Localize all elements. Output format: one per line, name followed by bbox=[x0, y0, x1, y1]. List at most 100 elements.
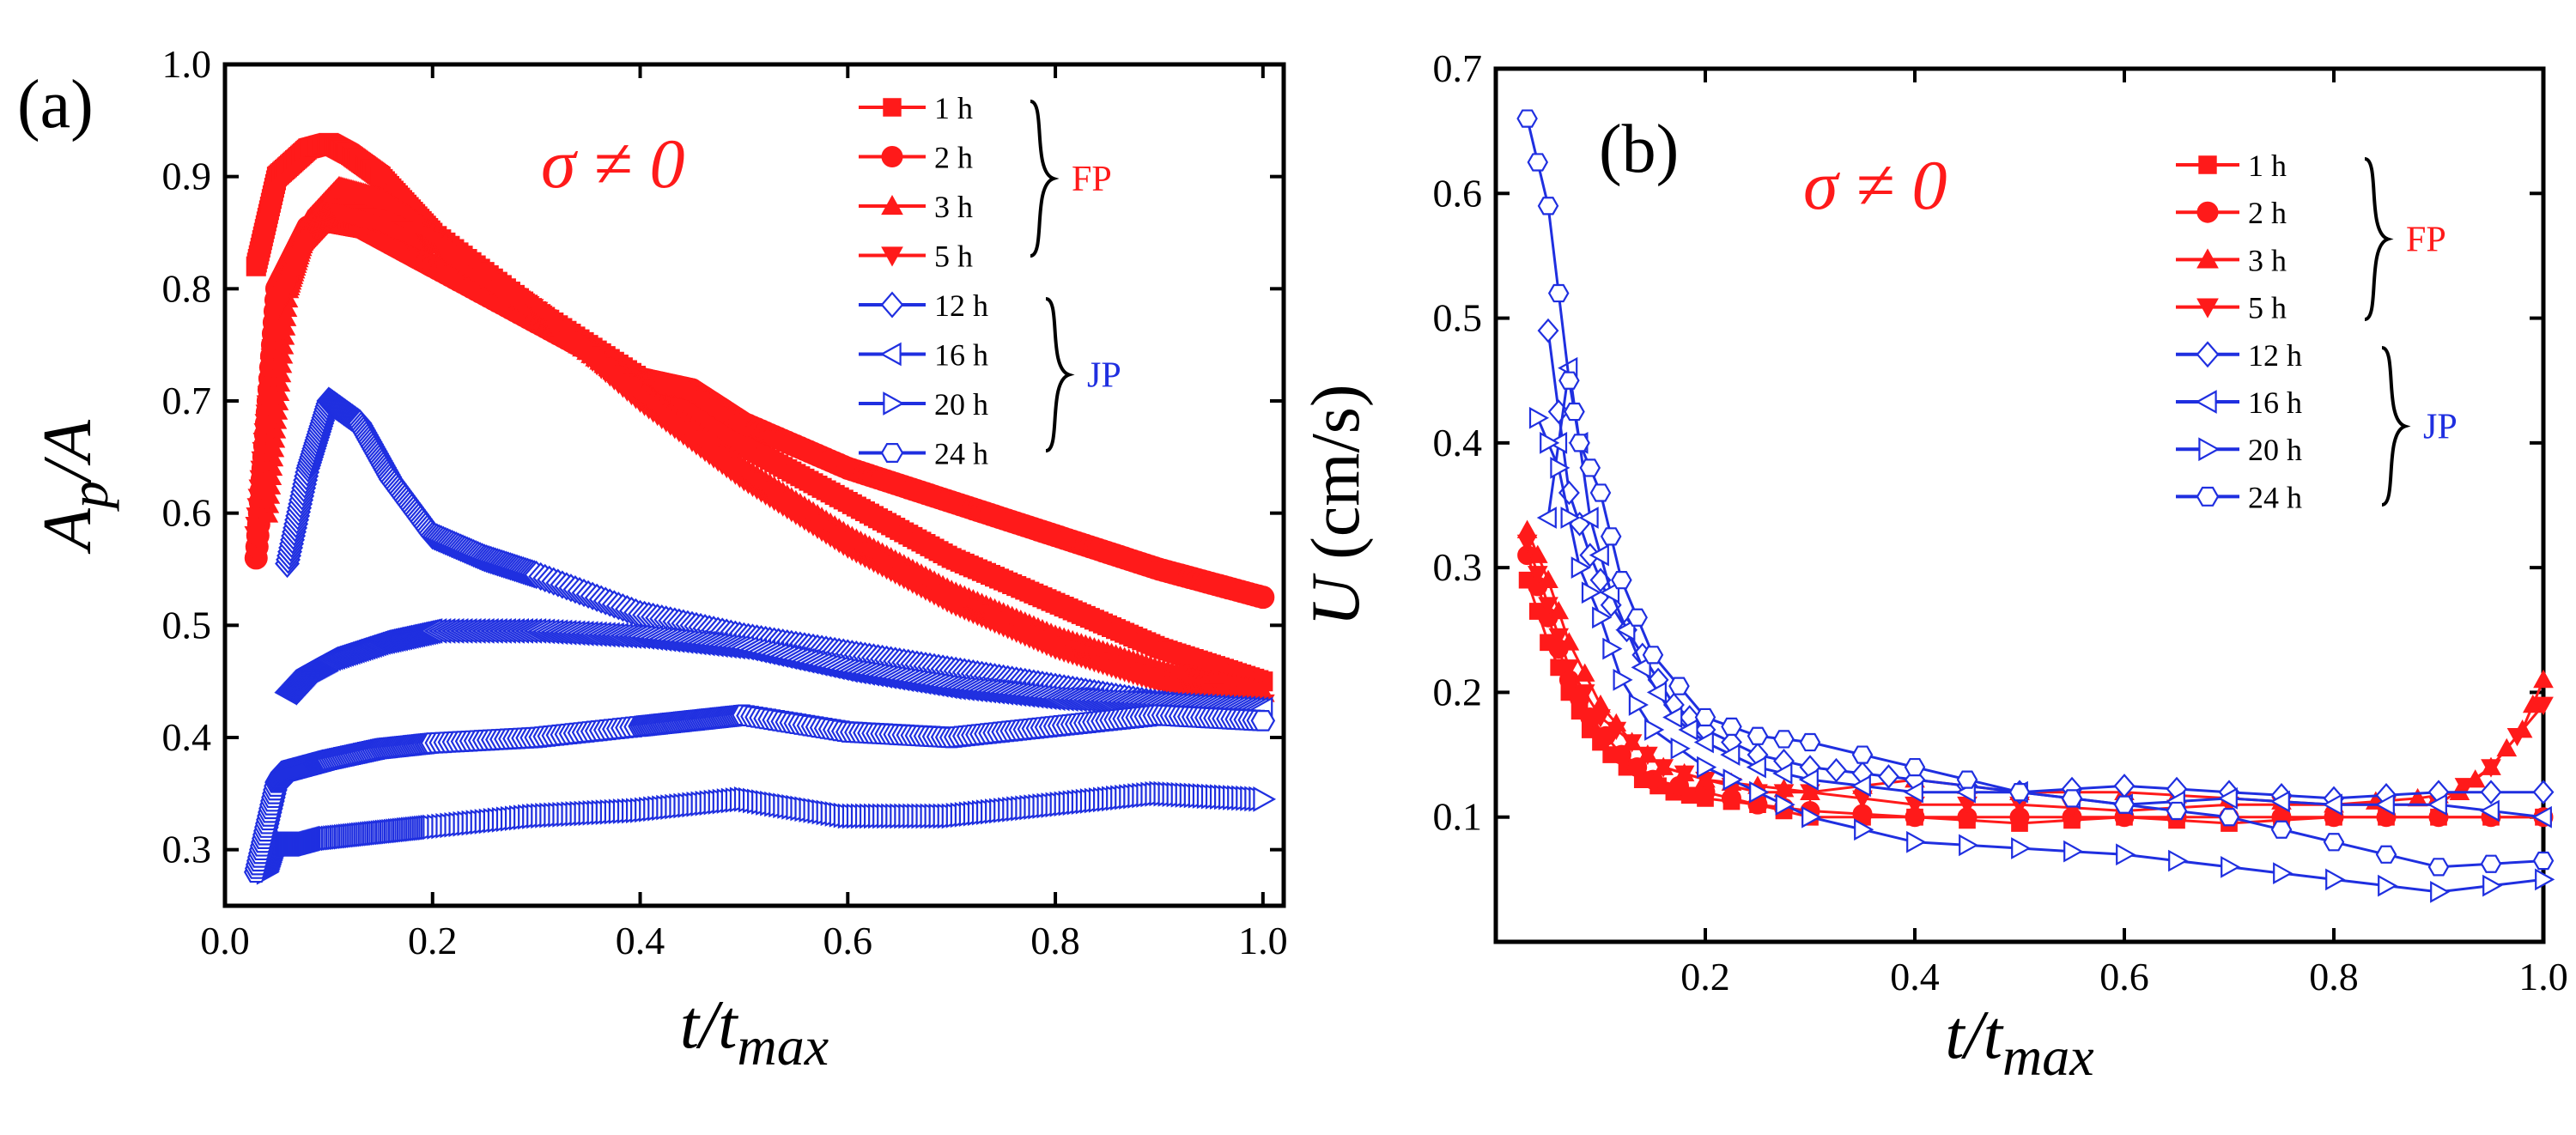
legend-label-24-h: 24 h bbox=[2248, 480, 2302, 514]
legend-label-3-h: 3 h bbox=[934, 190, 973, 224]
x-tick-label: 0.2 bbox=[408, 919, 458, 962]
panel-b: 0.2 0.4 0.6 0.8 1.0 0.1 0.2 0.3 0.4 0.5 0.6 0.7 1 h 2… bbox=[1298, 46, 2568, 1087]
data-point bbox=[1516, 109, 1538, 128]
data-point bbox=[2532, 780, 2555, 804]
data-point bbox=[1528, 406, 1550, 429]
data-point bbox=[1626, 608, 1648, 627]
legend-marker bbox=[2198, 155, 2217, 174]
legend: 1 h 2 h 3 h 5 h 12 h 16 h 20 h 24 h FP JP bbox=[2176, 149, 2458, 514]
data-point bbox=[1574, 663, 1595, 682]
data-point bbox=[1537, 197, 1559, 215]
legend-label-20-h: 20 h bbox=[934, 387, 988, 422]
data-point bbox=[1670, 737, 1691, 760]
data-point bbox=[1747, 726, 1769, 745]
data-point bbox=[2061, 789, 2083, 808]
data-point bbox=[2480, 854, 2502, 873]
data-point bbox=[1851, 745, 1874, 764]
legend-label-2-h: 2 h bbox=[2248, 196, 2287, 230]
x-tick-label: 0.0 bbox=[200, 919, 250, 962]
legend-label-2-h: 2 h bbox=[934, 141, 973, 175]
group-label-jp: JP bbox=[2423, 408, 2458, 447]
data-point bbox=[1613, 669, 1633, 691]
data-point bbox=[1799, 732, 1821, 752]
data-point bbox=[1773, 730, 1795, 749]
y-tick-label: 0.7 bbox=[162, 379, 212, 422]
legend-marker bbox=[2196, 341, 2220, 368]
x-tick-label: 0.4 bbox=[616, 919, 665, 962]
group-label-jp: JP bbox=[1087, 356, 1121, 396]
sigma-annotation: σ ≠ 0 bbox=[1803, 146, 1947, 224]
data-point bbox=[2168, 849, 2189, 872]
legend-label-16-h: 16 h bbox=[934, 338, 988, 373]
panel-a: 0.0 0.2 0.4 0.6 0.8 1.0 0.3 0.4 0.5 0.6 0.7 0.8 0.9 1… bbox=[17, 42, 1288, 1077]
data-point bbox=[2323, 833, 2345, 852]
x-tick-label: 0.4 bbox=[1890, 955, 1940, 998]
data-point bbox=[1579, 458, 1601, 477]
data-point bbox=[2011, 837, 2032, 859]
x-tick-label: 1.0 bbox=[2518, 955, 2568, 998]
data-point bbox=[1527, 153, 1549, 172]
group-label-fp: FP bbox=[1072, 160, 1112, 199]
data-point bbox=[1644, 719, 1665, 741]
y-tick-label: 0.5 bbox=[162, 603, 212, 646]
y-tick-label: 0.9 bbox=[162, 155, 212, 198]
data-point bbox=[1536, 507, 1557, 529]
data-point bbox=[1721, 717, 1742, 737]
data-point bbox=[2378, 874, 2398, 897]
legend-label-16-h: 16 h bbox=[2248, 385, 2302, 420]
brace-jp bbox=[1045, 297, 1075, 452]
data-point bbox=[2482, 874, 2503, 897]
data-point bbox=[1540, 431, 1560, 454]
series-20-h bbox=[1528, 406, 2555, 903]
legend-marker bbox=[883, 98, 902, 117]
y-tick-label: 1.0 bbox=[162, 42, 212, 86]
legend-marker bbox=[879, 342, 902, 367]
legend-marker bbox=[2196, 486, 2220, 507]
y-tick-label: 0.3 bbox=[1433, 545, 1483, 589]
data-point bbox=[2427, 858, 2450, 877]
y-tick-label: 0.4 bbox=[162, 715, 212, 759]
data-point bbox=[2221, 855, 2241, 878]
legend-label-1-h: 1 h bbox=[2248, 149, 2287, 183]
data-point bbox=[2273, 862, 2293, 884]
panel-letter: (b) bbox=[1599, 112, 1679, 187]
y-axis-label: U (cm/s) bbox=[1298, 384, 1374, 626]
y-tick-label: 0.6 bbox=[1433, 171, 1483, 215]
data-point bbox=[1906, 830, 1927, 853]
legend-marker bbox=[2198, 437, 2221, 462]
legend-marker bbox=[880, 291, 904, 319]
series-20-h bbox=[256, 780, 1277, 885]
data-point bbox=[1600, 527, 1622, 546]
panel-letter: (a) bbox=[17, 67, 94, 143]
data-point bbox=[1826, 757, 1847, 783]
legend-label-24-h: 24 h bbox=[934, 437, 988, 471]
data-point bbox=[1628, 694, 1649, 716]
y-axis-label: Ap/A bbox=[30, 419, 119, 555]
data-point bbox=[1250, 710, 1276, 731]
group-label-fp: FP bbox=[2406, 221, 2446, 260]
y-tick-label: 0.4 bbox=[1433, 421, 1483, 464]
data-point bbox=[2533, 669, 2554, 689]
legend-label-12-h: 12 h bbox=[934, 288, 988, 323]
data-point bbox=[2375, 845, 2397, 864]
series-line-2-h bbox=[254, 219, 1264, 599]
data-point bbox=[2218, 808, 2240, 827]
data-point bbox=[2430, 881, 2451, 903]
legend-marker bbox=[2196, 201, 2219, 223]
data-point bbox=[1668, 677, 1690, 695]
data-point bbox=[1547, 283, 1570, 303]
data-point bbox=[1537, 318, 1559, 343]
brace-fp bbox=[2364, 157, 2394, 321]
legend-label-1-h: 1 h bbox=[934, 91, 973, 125]
series-5-h bbox=[244, 200, 1275, 716]
data-point bbox=[1694, 707, 1716, 727]
y-tick-label: 0.1 bbox=[1433, 795, 1483, 839]
data-point bbox=[2270, 820, 2293, 839]
data-point bbox=[2166, 801, 2188, 821]
sigma-annotation: σ ≠ 0 bbox=[541, 124, 684, 203]
data-point bbox=[1253, 786, 1277, 812]
y-tick-label: 0.2 bbox=[1433, 670, 1483, 713]
plot-frame bbox=[222, 62, 1286, 908]
brace-fp bbox=[1030, 100, 1060, 258]
